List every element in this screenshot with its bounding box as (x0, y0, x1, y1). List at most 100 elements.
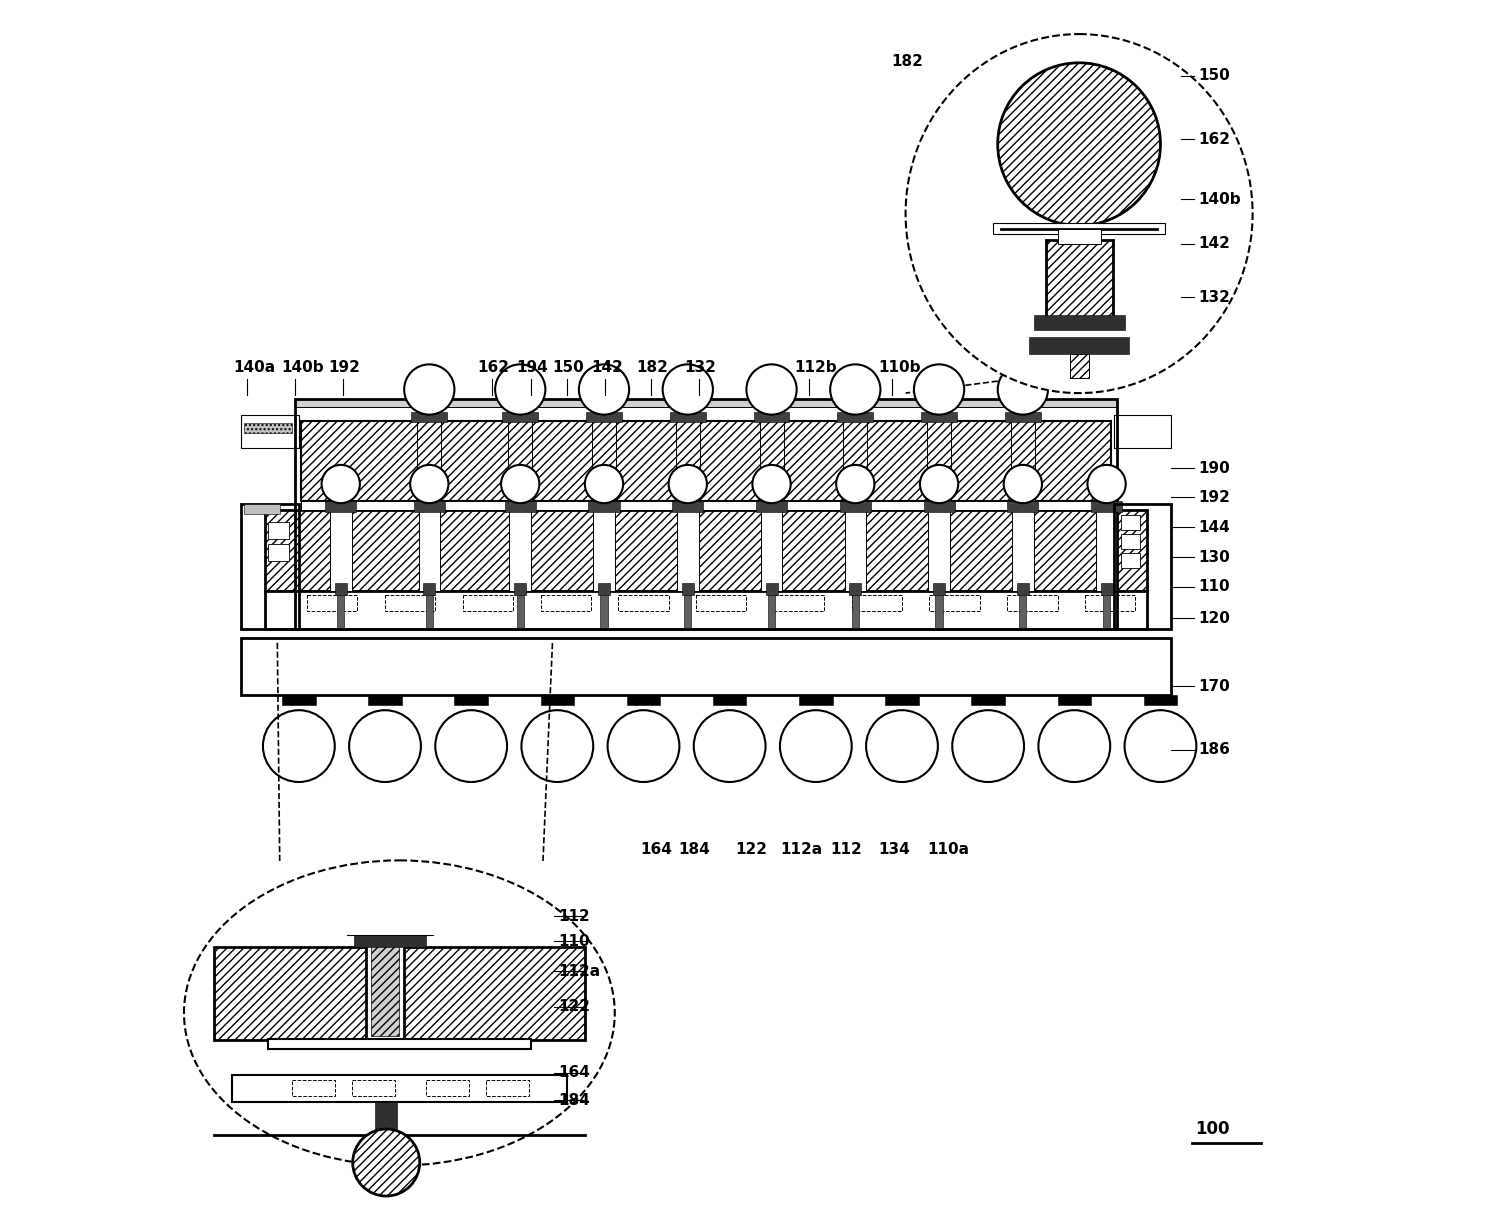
Bar (936, 590, 942, 629)
Bar (1046, 240, 1113, 321)
Bar (540, 694, 574, 705)
Bar (921, 412, 957, 422)
Text: 132: 132 (684, 360, 716, 375)
Bar (844, 511, 865, 590)
Bar (232, 1075, 567, 1101)
Circle shape (865, 710, 938, 782)
Bar (849, 583, 861, 595)
Bar (972, 694, 1005, 705)
Circle shape (920, 465, 958, 504)
Bar (768, 590, 776, 629)
Text: 164: 164 (640, 842, 672, 857)
Text: 110: 110 (1198, 580, 1230, 594)
Bar (366, 941, 404, 1040)
Bar (302, 501, 1112, 511)
Bar (765, 583, 777, 595)
Circle shape (350, 710, 422, 782)
Text: 194: 194 (516, 360, 549, 375)
Bar (933, 583, 945, 595)
Bar (426, 1080, 470, 1095)
Bar (510, 511, 531, 590)
Bar (242, 639, 1172, 694)
Text: 184: 184 (558, 1093, 591, 1107)
Bar (503, 412, 538, 422)
Text: 182: 182 (636, 360, 668, 375)
Bar (1120, 516, 1140, 529)
Bar (927, 421, 951, 501)
Bar (386, 595, 435, 611)
Circle shape (262, 710, 334, 782)
Circle shape (435, 710, 507, 782)
Text: 140b: 140b (280, 360, 324, 375)
Bar (417, 421, 441, 501)
Bar (242, 505, 298, 629)
Bar (774, 595, 824, 611)
Bar (627, 694, 660, 705)
Bar (588, 501, 620, 512)
Text: 112: 112 (830, 842, 862, 857)
Bar (370, 946, 399, 1035)
Bar (1143, 694, 1178, 705)
Bar (672, 501, 704, 512)
Bar (1114, 415, 1172, 448)
Bar (696, 595, 747, 611)
Bar (423, 583, 435, 595)
Text: 112b: 112b (795, 360, 837, 375)
Text: 112a: 112a (780, 842, 822, 857)
Bar (369, 694, 402, 705)
Bar (1029, 337, 1130, 353)
Bar (1011, 421, 1035, 501)
Bar (930, 595, 980, 611)
Bar (1102, 590, 1110, 629)
Circle shape (404, 364, 454, 415)
Bar (266, 590, 1148, 629)
Text: 162: 162 (1198, 131, 1230, 147)
Bar (1017, 583, 1029, 595)
Bar (993, 223, 1166, 234)
Bar (242, 415, 298, 448)
Bar (1114, 505, 1172, 629)
Circle shape (998, 364, 1048, 415)
Bar (852, 595, 901, 611)
Bar (1120, 534, 1140, 548)
Bar (419, 511, 440, 590)
Bar (244, 505, 279, 515)
Bar (1008, 595, 1058, 611)
Circle shape (501, 465, 540, 504)
Circle shape (747, 364, 796, 415)
Circle shape (669, 465, 706, 504)
Bar (326, 501, 357, 512)
Bar (454, 694, 488, 705)
Bar (1090, 501, 1122, 512)
Bar (684, 590, 692, 629)
Bar (330, 511, 351, 590)
Bar (334, 583, 346, 595)
Text: 140a: 140a (232, 360, 274, 375)
Text: 142: 142 (591, 360, 622, 375)
Text: 184: 184 (678, 842, 710, 857)
Bar (1120, 553, 1140, 568)
Circle shape (914, 364, 964, 415)
Bar (759, 421, 783, 501)
Text: 110b: 110b (878, 360, 921, 375)
Circle shape (579, 364, 628, 415)
Bar (214, 947, 585, 1040)
Text: 170: 170 (1198, 678, 1230, 694)
Bar (1101, 583, 1113, 595)
Bar (1096, 511, 1118, 590)
Bar (1019, 590, 1026, 629)
Ellipse shape (906, 34, 1252, 393)
Bar (592, 511, 615, 590)
Circle shape (694, 710, 765, 782)
Bar (852, 590, 859, 629)
Circle shape (1088, 465, 1126, 504)
Text: 110a: 110a (927, 842, 969, 857)
Circle shape (753, 465, 790, 504)
Bar (486, 1080, 528, 1095)
Circle shape (830, 364, 880, 415)
Bar (509, 421, 532, 501)
Bar (1034, 316, 1125, 330)
Bar (375, 1101, 398, 1135)
Bar (885, 694, 918, 705)
Ellipse shape (184, 860, 615, 1165)
